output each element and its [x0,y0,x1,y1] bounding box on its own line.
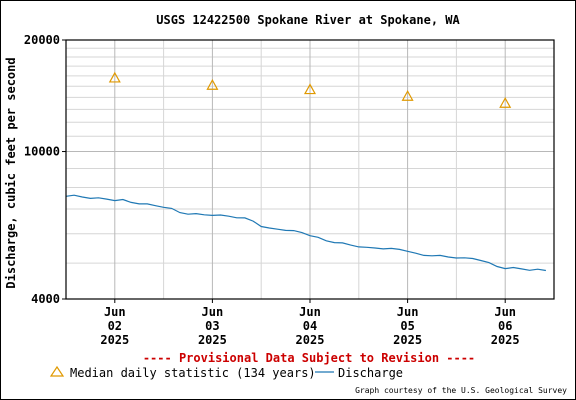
x-tick-label: 05 [400,319,414,333]
legend-discharge-label: Discharge [338,366,403,380]
x-tick-label: 2025 [491,333,520,347]
x-tick-label: 03 [205,319,219,333]
median-marker [108,71,121,83]
discharge-series-line [65,194,546,272]
median-marker [401,90,414,101]
x-tick-label: 2025 [100,333,129,347]
provisional-note: ---- Provisional Data Subject to Revisio… [143,351,475,365]
y-axis-tick-labels: 4000 10000 20000 [24,33,66,306]
plot-border [65,39,555,300]
median-series-markers [108,71,512,108]
x-axis-tick-labels: Jun022025Jun032025Jun042025Jun052025Jun0… [100,299,520,347]
x-tick-label: Jun [494,305,516,319]
grid-lines [66,40,554,299]
x-tick-label: Jun [397,305,419,319]
x-tick-label: 2025 [198,333,227,347]
graph-courtesy-text: Graph courtesy of the U.S. Geological Su… [355,386,567,395]
y-tick-label: 10000 [24,145,60,159]
legend: Median daily statistic (134 years) Disch… [49,365,403,380]
y-axis-label: Discharge, cubic feet per second [4,57,18,288]
x-tick-label: Jun [104,305,126,319]
x-tick-label: 02 [108,319,122,333]
legend-median-label: Median daily statistic (134 years) [70,366,316,380]
x-tick-label: 2025 [393,333,422,347]
y-tick-label: 4000 [31,292,60,306]
x-tick-label: 2025 [296,333,325,347]
median-marker [499,97,512,108]
x-tick-label: Jun [299,305,321,319]
chart-title: USGS 12422500 Spokane River at Spokane, … [156,13,460,27]
y-tick-label: 20000 [24,33,60,47]
median-marker [206,78,219,90]
legend-median-marker [49,365,65,377]
x-tick-label: 04 [303,319,317,333]
median-marker [303,83,317,95]
x-tick-label: Jun [202,305,224,319]
x-tick-label: 06 [498,319,512,333]
